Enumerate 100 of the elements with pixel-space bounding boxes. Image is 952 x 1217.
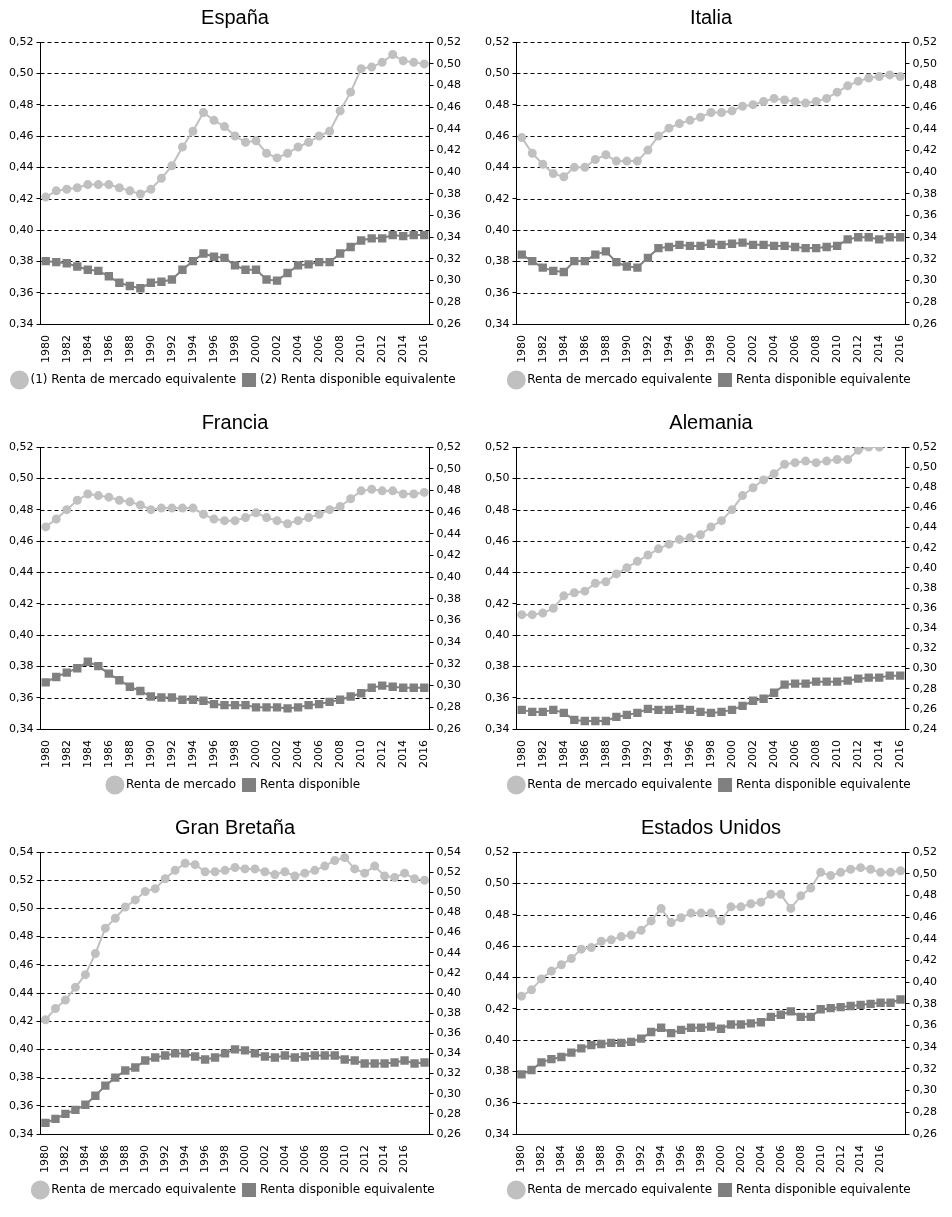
point <box>675 704 684 714</box>
point <box>41 1118 50 1128</box>
point <box>60 995 70 1005</box>
point <box>293 703 303 712</box>
y-tick-label: 0,48 <box>484 907 510 921</box>
y2-tick-label: 0,50 <box>436 56 462 70</box>
point <box>420 875 430 885</box>
point <box>130 895 140 905</box>
y2-tick-label: 0,50 <box>436 461 462 475</box>
point <box>517 705 526 715</box>
point <box>622 563 632 573</box>
point <box>717 516 727 526</box>
x-tick-label: 2014 <box>872 740 886 769</box>
point <box>559 267 568 277</box>
point <box>209 699 219 709</box>
y2-tick-label: 0,28 <box>912 295 938 309</box>
y2-tick-label: 0,46 <box>912 909 938 923</box>
y-tick-label: 0,34 <box>484 721 510 735</box>
point <box>806 1012 815 1022</box>
point <box>335 249 345 258</box>
point <box>115 676 124 685</box>
x-tick-label: 2008 <box>333 740 346 769</box>
point <box>114 495 124 505</box>
point <box>167 503 177 513</box>
point <box>367 683 376 692</box>
y-tick-label: 0,44 <box>8 160 34 174</box>
point <box>41 522 51 532</box>
x-tick-label: 1986 <box>101 740 115 769</box>
point <box>822 456 832 466</box>
point <box>360 868 370 878</box>
x-tick-label: 2010 <box>337 1145 351 1174</box>
point <box>300 868 310 878</box>
chart-title: Alemania <box>669 410 754 433</box>
point <box>73 664 82 673</box>
point <box>769 469 779 479</box>
point <box>209 514 219 524</box>
point <box>790 679 800 688</box>
point <box>146 505 156 515</box>
point <box>843 235 852 244</box>
point <box>547 1054 556 1064</box>
point <box>340 1055 349 1064</box>
point <box>293 261 303 270</box>
point <box>538 263 547 272</box>
y2-tick-label: 0,50 <box>912 866 938 880</box>
point <box>549 266 558 276</box>
point <box>210 1053 220 1062</box>
point <box>706 908 716 918</box>
y2-tick-label: 0,38 <box>912 186 938 200</box>
point <box>570 256 579 266</box>
point <box>546 966 556 976</box>
x-tick-label: 1984 <box>554 1145 568 1174</box>
point <box>846 1001 855 1011</box>
point <box>262 275 271 284</box>
y-tick-label: 0,50 <box>8 471 34 485</box>
point <box>876 998 885 1007</box>
point <box>738 701 747 711</box>
x-tick-label: 1998 <box>703 335 717 364</box>
point <box>167 161 177 171</box>
point <box>310 1051 319 1060</box>
point <box>517 610 527 620</box>
y2-tick-label: 0,48 <box>436 905 462 919</box>
point <box>178 265 187 274</box>
x-tick-label: 2000 <box>248 335 262 364</box>
point <box>666 1028 676 1038</box>
point <box>559 708 568 718</box>
point <box>198 108 208 117</box>
point <box>696 241 705 251</box>
point <box>538 707 547 717</box>
point <box>790 242 800 252</box>
point <box>627 1037 636 1046</box>
x-tick-label: 2004 <box>766 335 780 364</box>
point <box>756 897 766 907</box>
point <box>786 903 796 913</box>
point <box>360 1059 369 1068</box>
point <box>769 688 779 697</box>
point <box>380 1059 389 1068</box>
point <box>856 863 866 873</box>
point <box>141 1056 150 1065</box>
point <box>843 81 853 91</box>
point <box>91 1091 100 1100</box>
point <box>230 261 240 270</box>
point <box>230 516 240 526</box>
point <box>717 707 726 717</box>
y2-tick-label: 0,42 <box>436 548 462 562</box>
point <box>685 241 695 251</box>
x-tick-label: 1998 <box>227 335 241 364</box>
y2-tick-label: 0,32 <box>436 251 462 265</box>
y-tick-label: 0,36 <box>484 690 510 704</box>
x-tick-label: 2002 <box>269 740 283 769</box>
x-tick-label: 2014 <box>396 740 410 769</box>
point <box>272 153 282 163</box>
x-tick-label: 1992 <box>158 1145 172 1174</box>
point <box>876 867 886 877</box>
point <box>120 902 130 912</box>
point <box>157 693 166 702</box>
point <box>293 516 303 526</box>
y2-tick-label: 0,30 <box>436 273 462 287</box>
point <box>146 278 156 287</box>
x-tick-label: 2012 <box>357 1145 371 1174</box>
x-tick-label: 2002 <box>745 740 759 769</box>
